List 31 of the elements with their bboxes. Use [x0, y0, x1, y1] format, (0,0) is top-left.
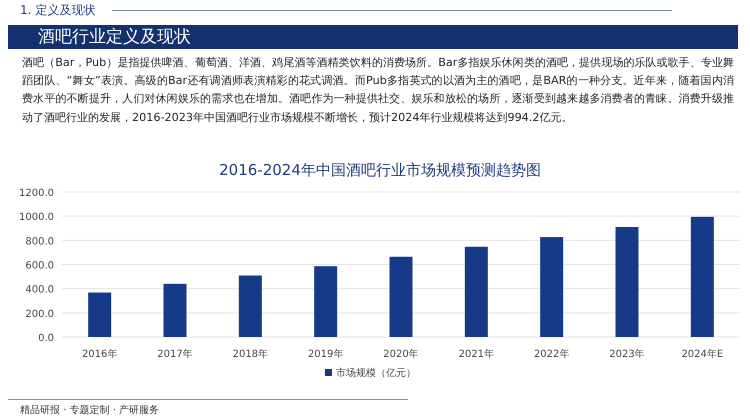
bar [540, 237, 564, 337]
x-tick-label: 2022年 [534, 348, 570, 360]
x-tick-label: 2021年 [458, 348, 494, 360]
y-tick-label: 1000.0 [19, 212, 54, 224]
y-tick-label: 0.0 [38, 333, 54, 344]
text: 酒吧行业定义及现状 [8, 25, 738, 49]
bar [238, 275, 262, 337]
text: 酒吧（Bar，Pub）是指提供啤酒、葡萄酒、洋酒、鸡尾酒等酒精类饮料的消费场所。Bar多指娱乐休闲类的酒吧，提供现场的乐队或歌手、专业舞蹈团队、“舞女”表演。高级的Bar还有调酒师表演精彩的花式调酒。而Pub多指英式的以酒为主的酒吧，是BAR的一种分支。近年来，随着国内消费水平的不断提升，人们对休闲娱乐的需求也在增加。酒吧作为一种提供社交、娱乐和放松的场所，逐渐受到越来越多消费者的青睐。消费升级推动了酒吧行业的发展，2016-2023年中国酒吧行业市场规模不断增长，预计2024年行业规模将达到994.2亿元。 [22, 55, 734, 126]
chart-title: 2016-2024年中国酒吧行业市场规模预测趋势图 [219, 161, 541, 179]
y-tick-label: 1200.0 [19, 188, 54, 199]
legend-label: 市场规模（亿元） [336, 367, 416, 379]
x-tick-label: 2023年 [609, 348, 645, 360]
bar [390, 256, 412, 337]
x-tick-label: 2020年 [383, 348, 419, 360]
y-tick-label: 400.0 [25, 284, 54, 296]
x-tick-label: 2019年 [308, 348, 344, 360]
x-tick-label: 2024年E [681, 348, 724, 360]
y-tick-label: 200.0 [25, 308, 54, 320]
x-tick-label: 2018年 [232, 348, 268, 360]
bar [314, 266, 338, 337]
text: 1. 定义及现状 [20, 2, 96, 19]
bar [88, 292, 112, 337]
bar [164, 284, 186, 337]
y-tick-label: 800.0 [25, 236, 54, 248]
x-tick-label: 2017年 [157, 348, 193, 360]
bar [616, 227, 638, 337]
y-tick-label: 600.0 [25, 260, 54, 272]
x-tick-label: 2016年 [82, 348, 118, 360]
text: 精品研报 · 专题定制 · 产研服务 [20, 404, 160, 417]
bar [690, 216, 714, 337]
bar [464, 246, 488, 337]
